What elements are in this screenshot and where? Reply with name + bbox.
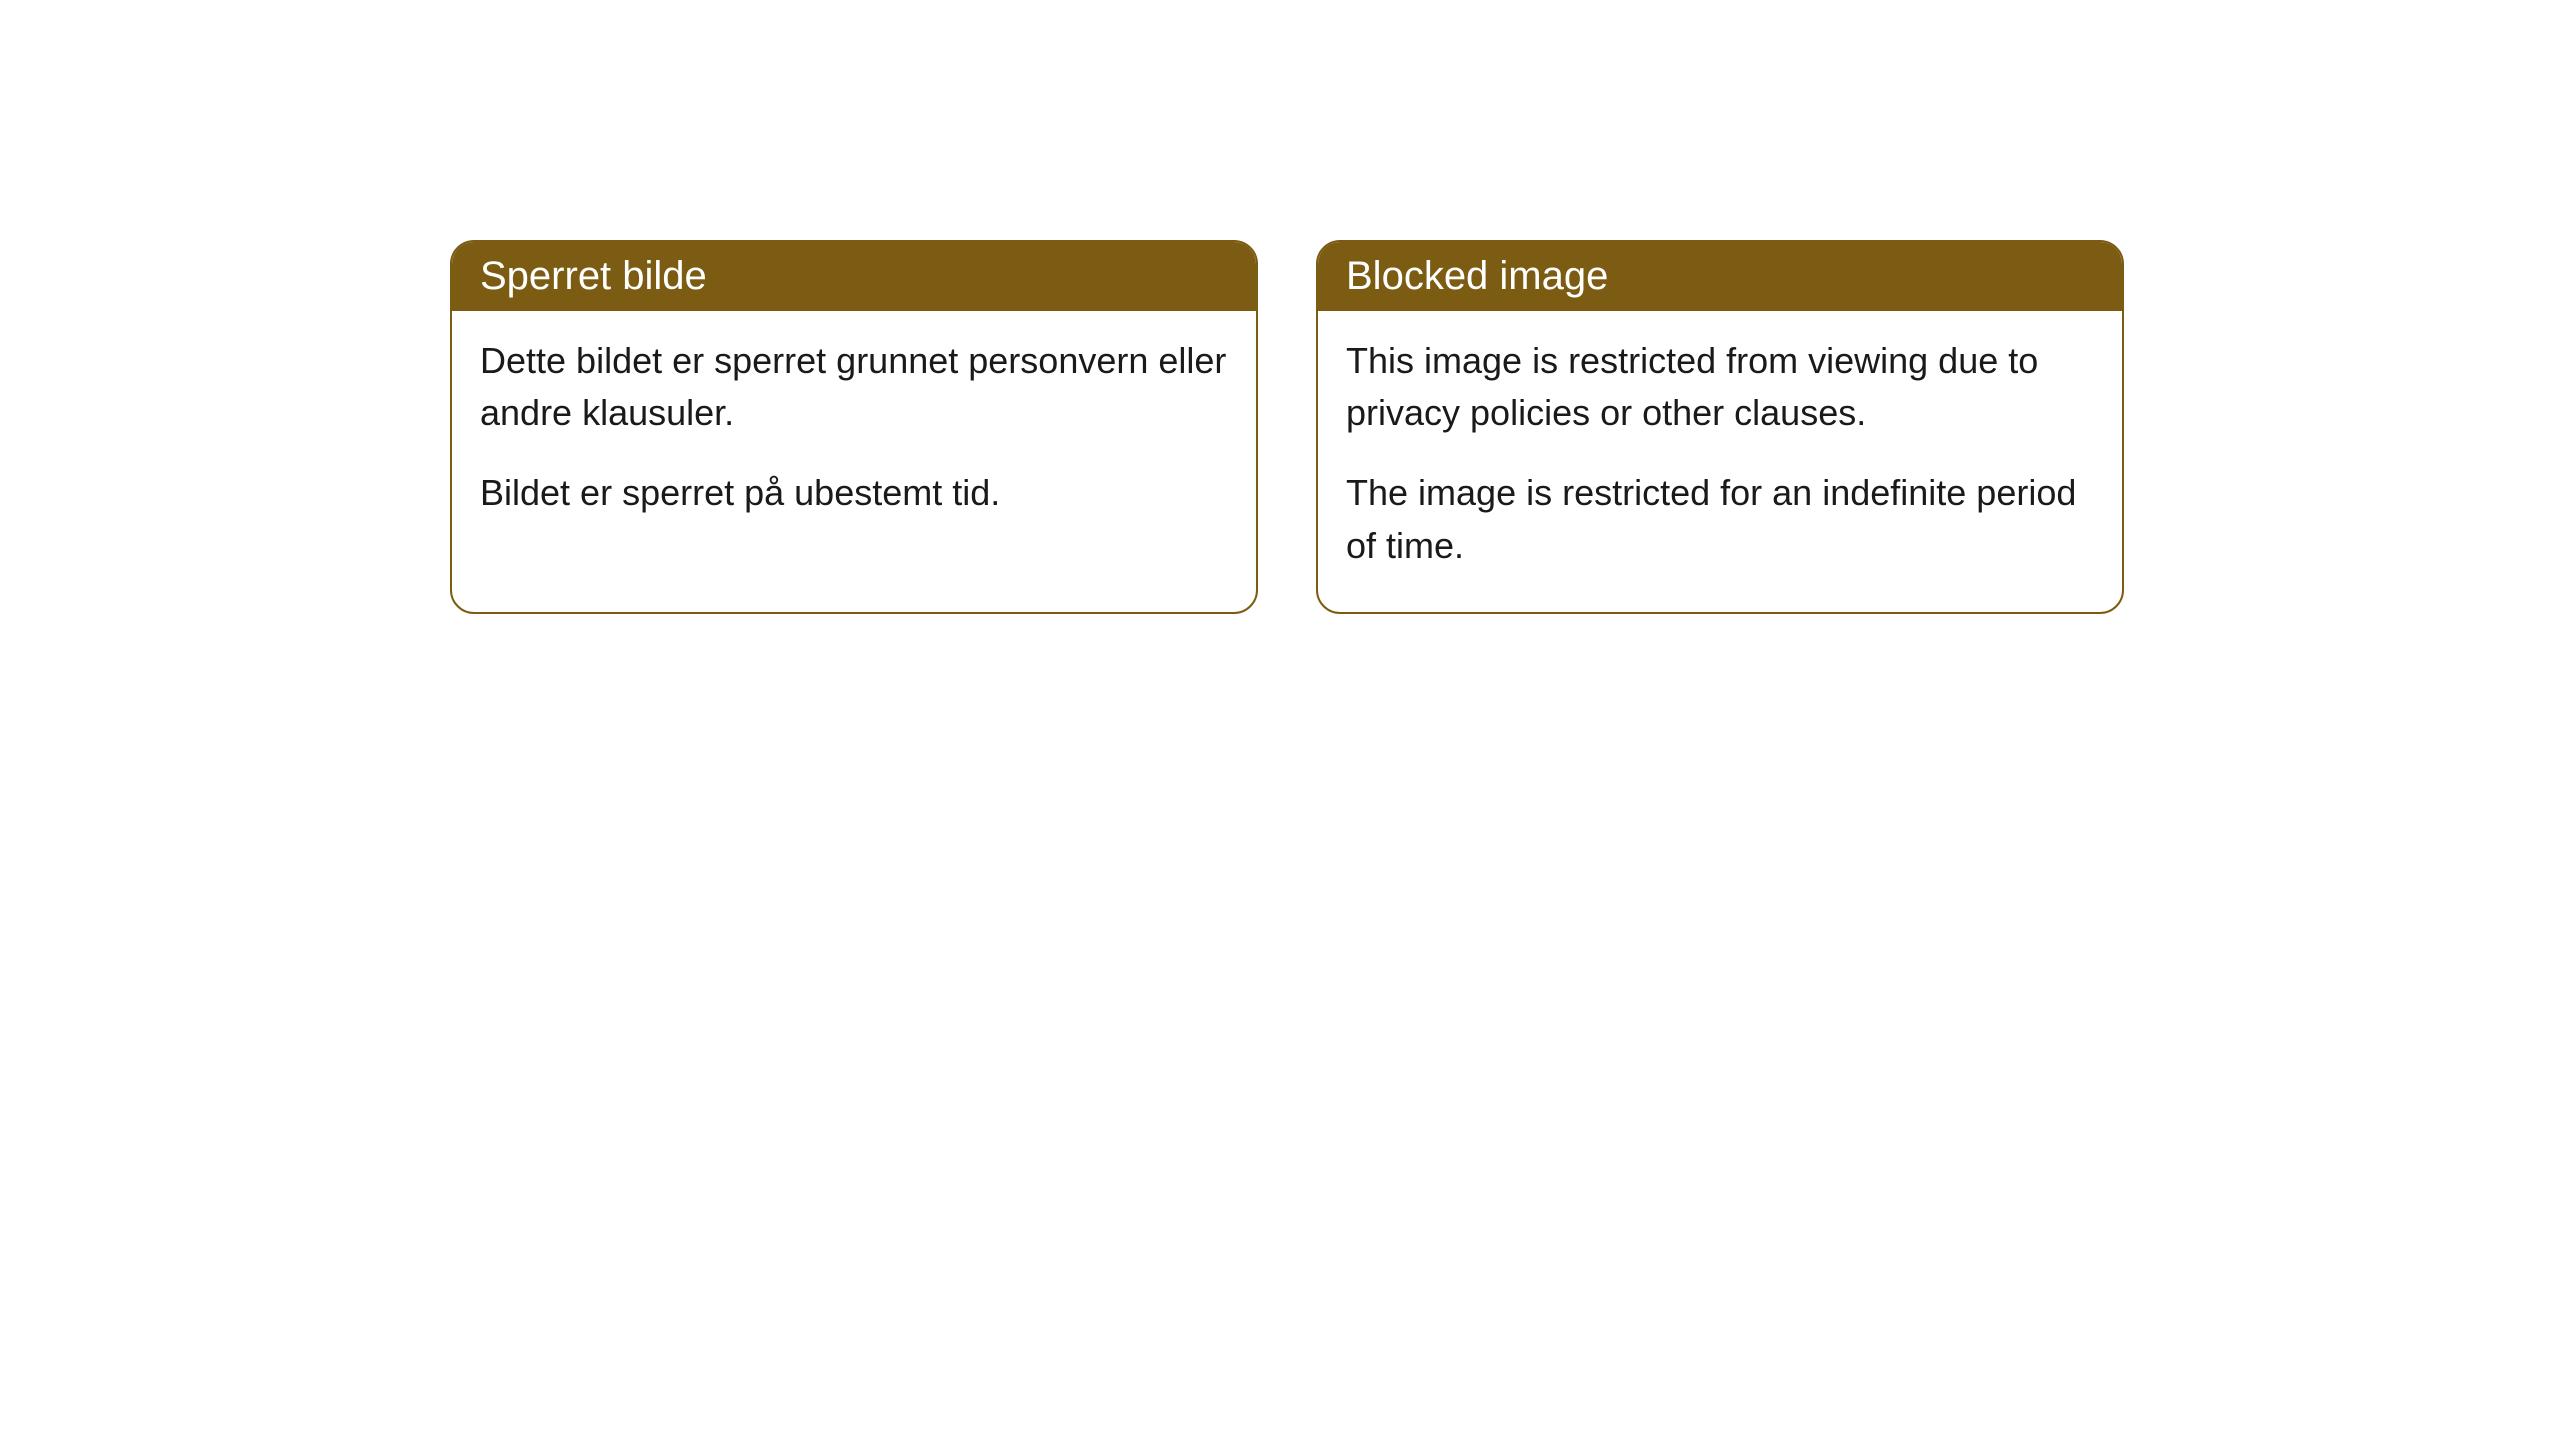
card-body-norwegian: Dette bildet er sperret grunnet personve… [452, 311, 1256, 560]
notice-cards-container: Sperret bilde Dette bildet er sperret gr… [450, 240, 2124, 614]
card-body-paragraph: Dette bildet er sperret grunnet personve… [480, 335, 1228, 439]
card-body-paragraph: This image is restricted from viewing du… [1346, 335, 2094, 439]
card-body-paragraph: Bildet er sperret på ubestemt tid. [480, 467, 1228, 519]
card-body-paragraph: The image is restricted for an indefinit… [1346, 467, 2094, 571]
card-title: Sperret bilde [480, 254, 707, 298]
card-header-norwegian: Sperret bilde [452, 242, 1256, 311]
card-title: Blocked image [1346, 254, 1608, 298]
card-body-english: This image is restricted from viewing du… [1318, 311, 2122, 612]
blocked-image-card-norwegian: Sperret bilde Dette bildet er sperret gr… [450, 240, 1258, 614]
blocked-image-card-english: Blocked image This image is restricted f… [1316, 240, 2124, 614]
card-header-english: Blocked image [1318, 242, 2122, 311]
